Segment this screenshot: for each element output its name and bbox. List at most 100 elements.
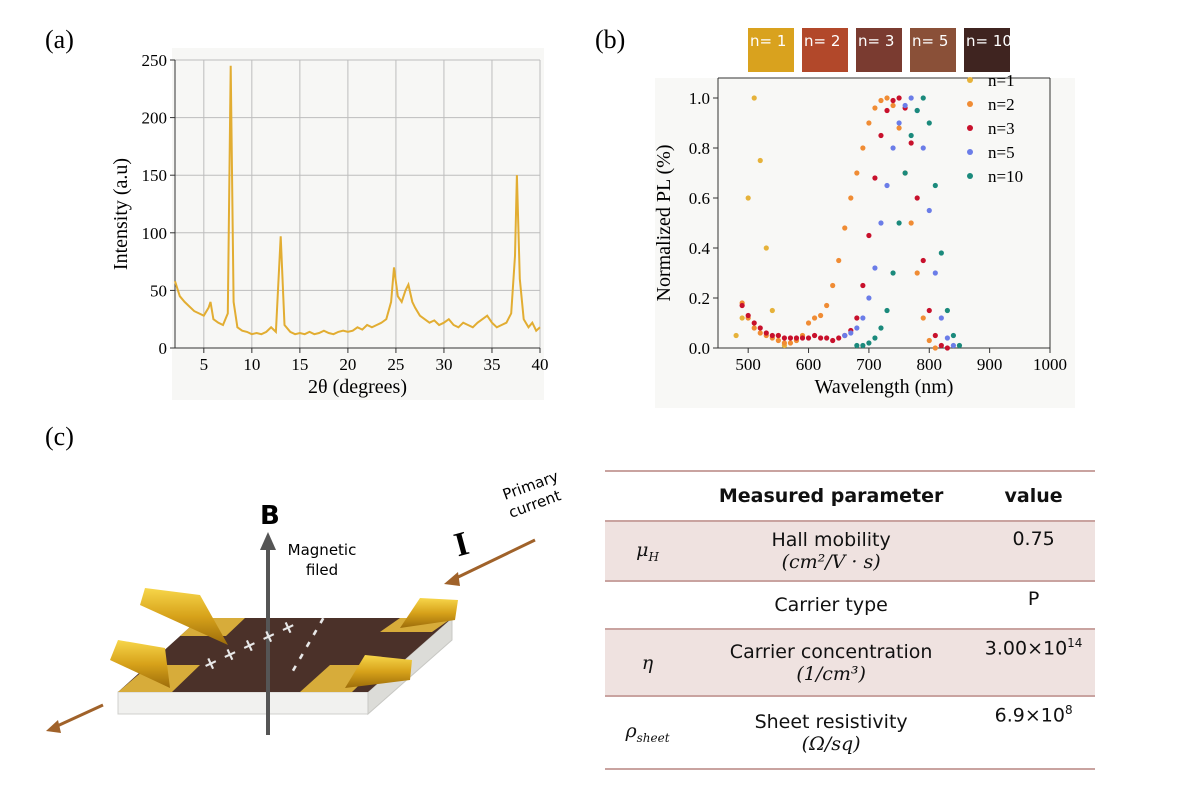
panel-label: (a): [45, 25, 74, 54]
y-tick-label: 0.4: [689, 239, 711, 258]
data-point: [872, 265, 878, 271]
swatch-label: n= 10: [966, 32, 1012, 50]
header-cell: value: [972, 470, 1095, 522]
hall-diagram: [46, 532, 536, 735]
data-point: [878, 132, 884, 139]
data-point: [914, 195, 920, 201]
legend-marker: [967, 125, 973, 131]
data-point: [745, 312, 751, 319]
value: P: [1027, 588, 1040, 610]
data-point: [824, 302, 830, 309]
x-tick-label: 25: [387, 355, 404, 374]
x-axis-label: 2θ (degrees): [308, 376, 407, 398]
value-cell: 0.75: [972, 521, 1095, 582]
data-point: [932, 182, 938, 189]
parameter-cell: Carrier concentration (1/cm³): [690, 629, 973, 697]
current-arrowhead: [46, 720, 61, 733]
table-row: μH Hall mobility (cm²/V · s) 0.75: [605, 521, 1095, 582]
data-point: [860, 145, 866, 151]
data-point: [908, 95, 914, 101]
data-point: [878, 97, 884, 104]
probe: [345, 655, 412, 688]
current-arrow: [451, 538, 536, 582]
data-point: [818, 335, 824, 341]
data-point: [932, 270, 938, 276]
swatch-label: n= 1: [750, 32, 786, 50]
value-cell: 6.9×108: [972, 696, 1095, 770]
data-point: [884, 182, 890, 189]
symbol-cell: η: [605, 629, 690, 697]
data-point: [896, 220, 902, 226]
y-axis-label: Normalized PL (%): [653, 145, 675, 302]
y-tick-label: 0.2: [689, 289, 710, 308]
data-point: [926, 307, 932, 314]
data-point: [739, 302, 745, 309]
legend-marker: [967, 101, 973, 107]
x-tick-label: 5: [200, 355, 209, 374]
data-point: [781, 335, 788, 341]
color-swatch: [748, 28, 794, 72]
data-point: [950, 332, 957, 339]
parameter: Hall mobility: [771, 529, 891, 551]
data-point: [836, 335, 842, 341]
data-point: [896, 95, 902, 101]
y-tick-label: 0.0: [689, 339, 710, 358]
data-point: [757, 330, 763, 336]
data-point: [811, 332, 818, 339]
data-point: [920, 257, 926, 264]
panel-label: (b): [595, 25, 625, 54]
x-tick-label: 15: [291, 355, 308, 374]
x-tick-label: 600: [796, 355, 822, 374]
data-point: [842, 225, 848, 231]
data-point: [944, 335, 950, 341]
x-tick-label: 10: [243, 355, 260, 374]
symbol: ρ: [625, 720, 637, 743]
header-row: Measured parameter value: [605, 470, 1095, 522]
data-point: [914, 270, 920, 276]
data-point: [866, 120, 872, 126]
data-point: [739, 315, 745, 321]
symbol-cell: ρsheet: [605, 696, 690, 770]
data-point: [751, 320, 757, 326]
y-tick-label: 50: [150, 281, 167, 300]
y-tick-label: 0.8: [689, 139, 710, 158]
header-cell: [605, 470, 690, 522]
value-cell: P: [972, 581, 1095, 630]
data-point: [763, 245, 769, 251]
data-point: [799, 335, 806, 341]
y-tick-label: 250: [142, 51, 168, 70]
data-point: [860, 342, 866, 349]
data-point: [860, 315, 866, 321]
y-tick-label: 150: [142, 166, 168, 185]
data-point: [890, 145, 896, 151]
data-point: [830, 282, 836, 289]
probe: [400, 598, 458, 628]
parameter: Carrier concentration: [729, 640, 933, 663]
symbol-subscript: sheet: [636, 730, 670, 745]
data-point: [751, 95, 757, 101]
x-tick-label: 1000: [1033, 355, 1067, 374]
x-axis-label: Wavelength (nm): [815, 376, 954, 398]
value: 3.00×10: [984, 637, 1068, 660]
parameter-cell: Carrier type: [690, 581, 973, 630]
data-point: [956, 342, 963, 349]
data-point: [805, 335, 812, 341]
data-point: [781, 340, 788, 346]
data-point: [884, 95, 890, 101]
unit: (Ω/sq): [801, 732, 861, 755]
data-point: [908, 220, 914, 226]
data-point: [926, 337, 932, 344]
data-point: [775, 337, 781, 344]
data-point: [866, 340, 872, 346]
data-point: [842, 332, 848, 339]
data-point: [745, 195, 751, 201]
panel-b-background: [655, 78, 1075, 408]
y-tick-label: 0.6: [689, 189, 710, 208]
data-point: [914, 107, 920, 114]
x-tick-label: 20: [339, 355, 356, 374]
parameter-cell: Sheet resistivity (Ω/sq): [690, 696, 973, 770]
data-point: [866, 295, 872, 301]
data-point: [757, 157, 763, 164]
data-point: [763, 330, 769, 336]
